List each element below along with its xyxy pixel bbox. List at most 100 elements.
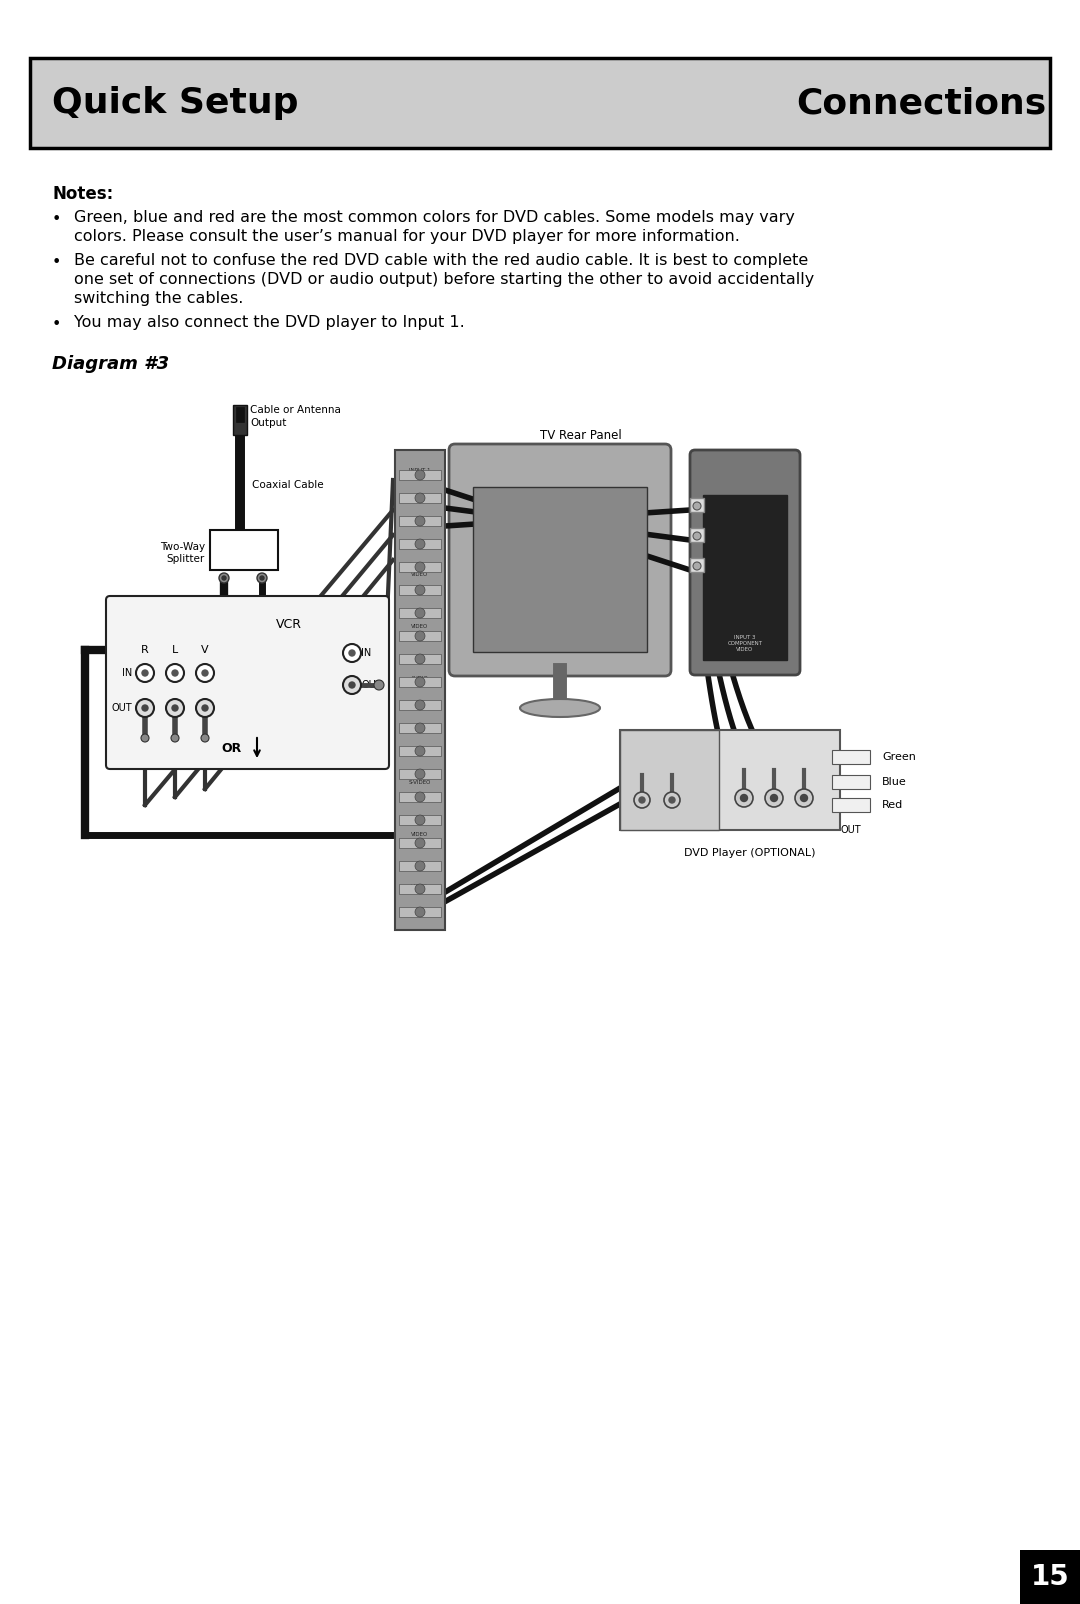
Circle shape (765, 789, 783, 807)
Bar (30, 58, 1050, 148)
Circle shape (693, 561, 701, 569)
Bar (210, 529, 278, 569)
Bar (703, 496, 787, 659)
Circle shape (415, 516, 426, 526)
Text: TV Rear Panel: TV Rear Panel (540, 428, 622, 443)
Bar (399, 630, 441, 642)
Bar (832, 775, 870, 789)
Circle shape (141, 670, 148, 675)
Bar (399, 561, 441, 573)
Bar (620, 730, 840, 829)
Text: AUDIO OUT: AUDIO OUT (625, 743, 686, 752)
Circle shape (415, 585, 426, 595)
Bar (473, 488, 647, 651)
Bar (399, 746, 441, 755)
Text: R    L: R L (632, 754, 657, 764)
Bar (233, 404, 247, 435)
Circle shape (415, 608, 426, 618)
Circle shape (141, 706, 148, 711)
Circle shape (415, 768, 426, 780)
Bar (399, 699, 441, 711)
Bar (399, 792, 441, 802)
Text: IN: IN (122, 667, 132, 678)
Circle shape (693, 502, 701, 510)
Bar (399, 906, 441, 917)
Bar (399, 884, 441, 893)
Circle shape (219, 573, 229, 582)
Text: OUT: OUT (840, 824, 862, 836)
Text: •: • (52, 318, 62, 332)
Circle shape (669, 797, 675, 804)
Bar (690, 497, 704, 512)
Circle shape (415, 630, 426, 642)
Text: 15: 15 (1030, 1562, 1069, 1591)
Bar (399, 723, 441, 733)
Circle shape (415, 884, 426, 893)
Text: Be careful not to confuse the red DVD cable with the red audio cable. It is best: Be careful not to confuse the red DVD ca… (75, 253, 808, 268)
Ellipse shape (519, 699, 600, 717)
Text: Red: Red (882, 800, 903, 810)
Bar (690, 558, 704, 573)
Circle shape (349, 682, 355, 688)
Circle shape (741, 794, 747, 802)
Text: VIDEO: VIDEO (411, 624, 429, 629)
Circle shape (415, 746, 426, 755)
Text: Green, blue and red are the most common colors for DVD cables. Some models may v: Green, blue and red are the most common … (75, 210, 795, 225)
Bar (399, 837, 441, 849)
Text: DVD Player (OPTIONAL): DVD Player (OPTIONAL) (685, 849, 815, 858)
Circle shape (343, 643, 361, 662)
Bar (395, 451, 445, 930)
Circle shape (415, 561, 426, 573)
Circle shape (415, 861, 426, 871)
Text: OR: OR (221, 741, 242, 754)
Circle shape (639, 797, 645, 804)
Text: Blue: Blue (882, 776, 907, 788)
Text: Green: Green (882, 752, 916, 762)
Text: OUT: OUT (111, 703, 132, 714)
Text: PB: PB (843, 776, 859, 788)
Circle shape (166, 699, 184, 717)
Circle shape (415, 906, 426, 917)
Bar (690, 528, 704, 542)
Bar (399, 815, 441, 824)
Text: Y: Y (848, 752, 854, 762)
Text: Coaxial Cable: Coaxial Cable (252, 480, 324, 489)
Text: Notes:: Notes: (52, 184, 113, 204)
Circle shape (415, 815, 426, 824)
Bar (399, 470, 441, 480)
Text: Cable or Antenna
Output: Cable or Antenna Output (249, 404, 341, 428)
Text: VIDEO: VIDEO (411, 573, 429, 577)
Circle shape (770, 794, 778, 802)
Circle shape (415, 699, 426, 711)
Text: S-VIDEO: S-VIDEO (409, 520, 431, 525)
Circle shape (800, 794, 808, 802)
Circle shape (415, 654, 426, 664)
Circle shape (415, 677, 426, 687)
Text: •: • (52, 212, 62, 228)
Circle shape (201, 735, 210, 743)
Circle shape (195, 699, 214, 717)
Text: PR: PR (843, 800, 859, 810)
Circle shape (664, 792, 680, 808)
Bar (399, 654, 441, 664)
FancyBboxPatch shape (690, 451, 800, 675)
Text: Splitter: Splitter (166, 553, 205, 565)
Circle shape (795, 789, 813, 807)
Text: Quick Setup: Quick Setup (52, 87, 298, 120)
Text: IN: IN (361, 648, 372, 658)
Circle shape (374, 680, 384, 690)
Circle shape (172, 706, 178, 711)
Text: OUT OUT: OUT OUT (224, 558, 265, 566)
Text: INPUT 1: INPUT 1 (409, 468, 431, 473)
Text: Connections: Connections (797, 87, 1047, 120)
Circle shape (693, 533, 701, 541)
FancyBboxPatch shape (449, 444, 671, 675)
Circle shape (202, 670, 208, 675)
Text: Diagram #3: Diagram #3 (52, 354, 170, 374)
Text: L: L (172, 645, 178, 654)
Circle shape (136, 699, 154, 717)
Circle shape (349, 650, 355, 656)
Text: OUT: OUT (361, 680, 381, 690)
Text: VIDEO: VIDEO (411, 884, 429, 889)
Text: V: V (201, 645, 208, 654)
